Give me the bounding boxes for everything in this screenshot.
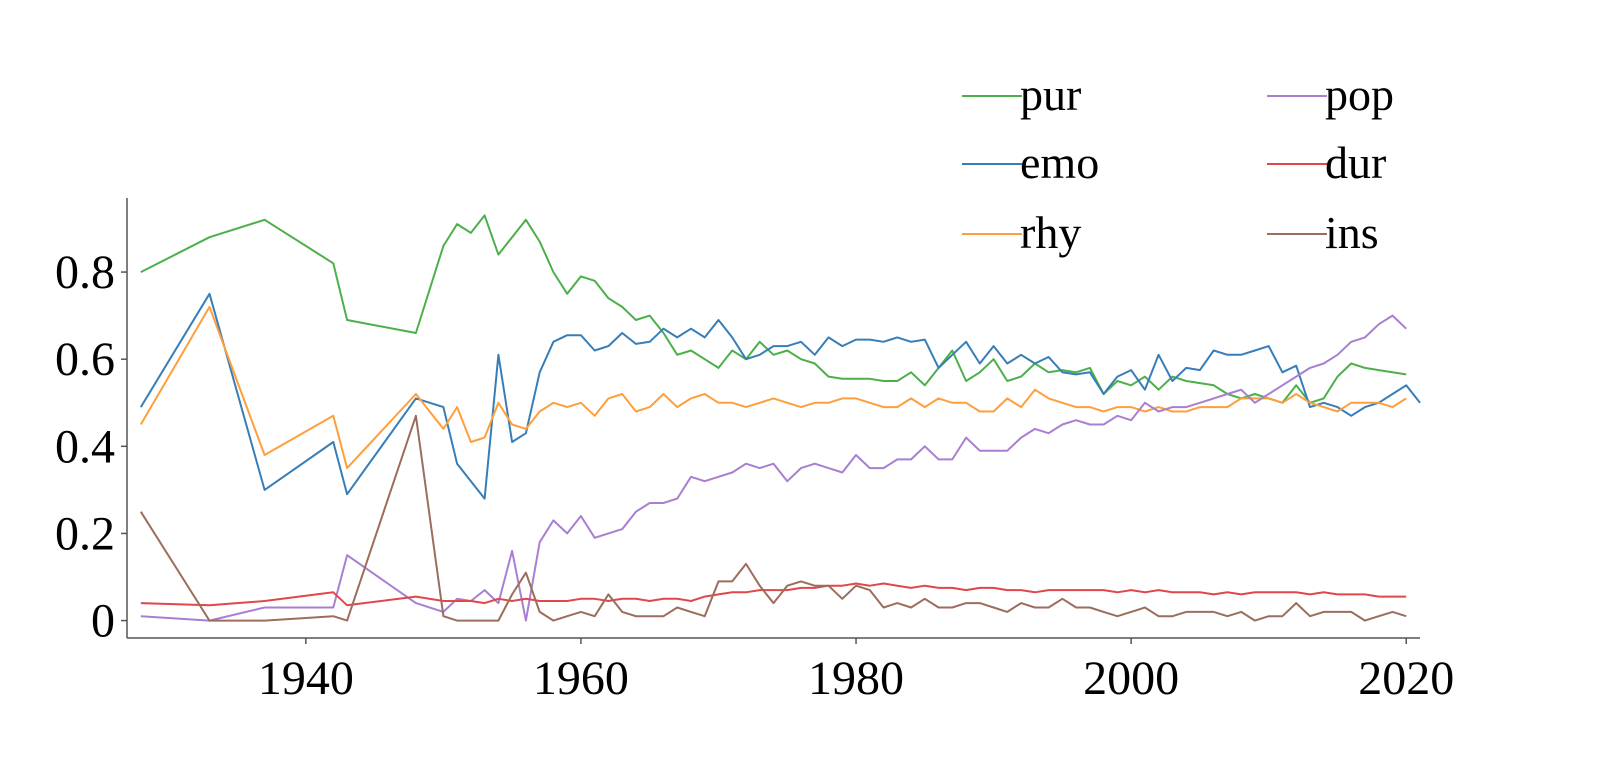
legend-item-rhy: rhy [962,207,1081,258]
legend-label: ins [1325,207,1379,258]
x-tick-label: 2020 [1358,652,1454,705]
legend-label: dur [1325,137,1386,188]
series-line-pop [140,314,1407,622]
series-line-rhy [139,305,1407,470]
series-line-emo [139,292,1421,500]
series-line-ins [139,414,1407,622]
axes [126,198,1420,639]
y-tick-label: 0.8 [55,246,115,299]
y-ticks: 0 0.2 0.4 0.6 0.8 [55,246,127,648]
x-tick-label: 1980 [808,652,904,705]
y-tick-label: 0.4 [55,420,115,473]
legend: pur emo rhy pop dur ins [962,69,1394,258]
y-tick-label: 0.2 [55,507,115,560]
plot-area [139,214,1421,622]
legend-label: pur [1020,69,1081,120]
x-tick-label: 1960 [533,652,629,705]
legend-item-pop: pop [1267,69,1394,120]
series-line-pur [140,214,1407,404]
legend-label: pop [1325,69,1394,120]
legend-item-pur: pur [962,69,1081,120]
y-tick-label: 0.6 [55,333,115,386]
x-ticks: 1940 1960 1980 2000 2020 [258,638,1454,705]
y-tick-label: 0 [91,595,115,648]
legend-item-ins: ins [1267,207,1379,258]
legend-label: emo [1020,137,1099,188]
legend-label: rhy [1020,207,1081,258]
x-tick-label: 1940 [258,652,354,705]
x-tick-label: 2000 [1083,652,1179,705]
legend-item-dur: dur [1267,137,1386,188]
legend-item-emo: emo [962,137,1099,188]
